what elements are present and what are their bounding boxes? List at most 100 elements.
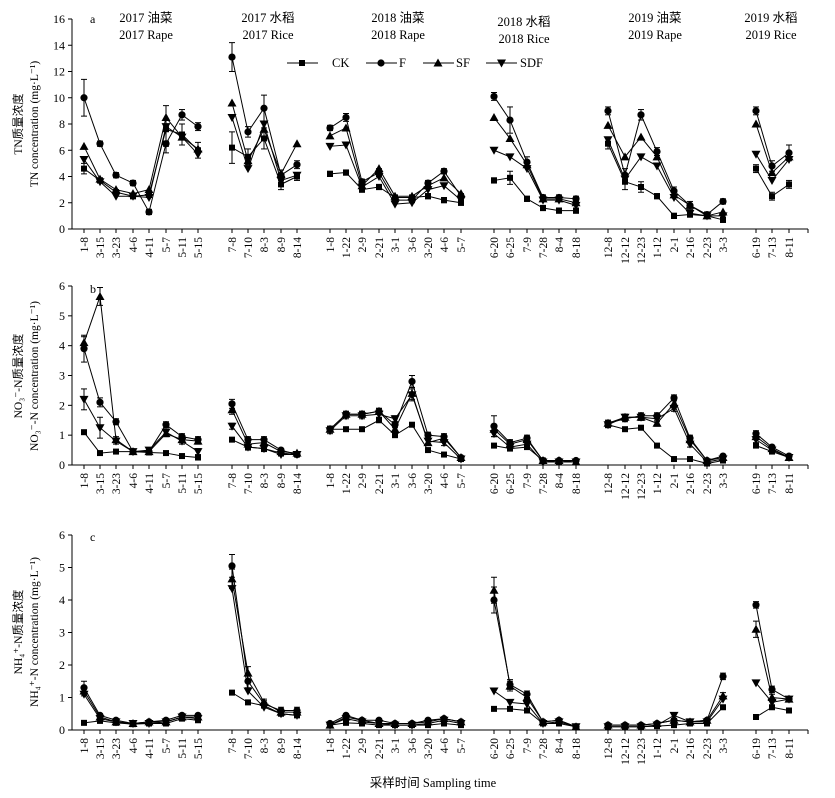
point-sdf [554, 458, 564, 467]
point-sdf [767, 446, 777, 455]
legend-label-sf: SF [456, 56, 470, 70]
point-ck [179, 453, 185, 460]
legend-marker-ck [299, 60, 305, 66]
y-tick-label: 0 [59, 723, 65, 737]
y-tick-label: 1 [59, 691, 65, 705]
panel-c-ammonium: 0 1 2 3 4 5 6 1-8 3-15 3-23 4-6 4-11 5-7 5-11 5-15 7-8 7… [59, 528, 809, 765]
point-sdf [652, 162, 662, 171]
point-f [719, 197, 727, 206]
point-ck [491, 705, 497, 712]
x-tick-label: 2-1 [669, 237, 681, 253]
point-sdf [374, 720, 384, 728]
x-tick-label: 4-6 [439, 473, 451, 489]
point-ck [441, 197, 447, 204]
point-f [293, 161, 301, 169]
point-sdf [357, 718, 367, 727]
x-tick-label: 7-28 [538, 473, 550, 494]
point-f [112, 171, 120, 179]
point-sdf [227, 585, 237, 594]
legend-marker-sf [433, 58, 443, 67]
point-sf [227, 574, 237, 583]
point-f [129, 179, 137, 187]
point-sf [439, 173, 449, 182]
point-sdf [603, 421, 613, 430]
series-line-sf [493, 117, 577, 204]
point-ck [343, 169, 349, 176]
point-sdf [636, 153, 646, 162]
season-header-1-line2: 2017 Rape [119, 28, 173, 42]
point-sdf [620, 413, 630, 422]
point-ck [507, 705, 513, 712]
point-ck [507, 174, 513, 181]
x-tick-label: 6-25 [505, 738, 517, 759]
series-f [80, 554, 793, 731]
point-ck [81, 429, 87, 436]
point-sdf [193, 150, 203, 159]
point-sdf [554, 196, 564, 205]
point-ck [524, 195, 530, 202]
legend-label-sdf: SDF [520, 56, 543, 70]
y-axis-titles: TN质量浓度 TN concentration (mg·L⁻¹) NO₃⁻-N质… [11, 61, 41, 707]
x-tick-label: 2-21 [374, 738, 386, 759]
point-sdf [407, 721, 417, 730]
point-ck [425, 193, 431, 200]
x-tick-label: 7-13 [767, 237, 779, 258]
point-sf [390, 191, 400, 200]
point-sdf [767, 698, 777, 707]
y-title-c-en: NH₄⁺-N concentration (mg·L⁻¹) [29, 557, 41, 707]
point-sdf [751, 150, 761, 159]
x-tick-label: 5-7 [456, 473, 468, 489]
point-sdf [161, 428, 171, 437]
point-sdf [144, 194, 154, 202]
point-sdf [243, 443, 253, 452]
x-tick-label: 3-3 [718, 738, 730, 754]
point-ck [343, 426, 349, 433]
x-tick-label: 5-7 [456, 738, 468, 754]
series-line-sdf [493, 149, 577, 206]
y-tick-label: 16 [53, 12, 65, 26]
point-ck [573, 207, 579, 214]
x-tick-label: 2-16 [685, 473, 697, 494]
x-tick-label: 8-11 [784, 473, 796, 494]
legend-label-ck: CK [332, 56, 349, 70]
series-ck [81, 105, 792, 223]
x-tick-label: 2-23 [702, 237, 714, 258]
point-sf [620, 152, 630, 161]
point-sdf [505, 443, 515, 452]
x-tick-label: 7-10 [243, 473, 255, 494]
point-sdf [784, 695, 794, 704]
x-tick-label: 8-18 [571, 237, 583, 258]
x-tick-label: 1-8 [79, 738, 91, 754]
point-f [490, 92, 498, 101]
series-line-f [329, 116, 462, 201]
point-ck [97, 450, 103, 457]
point-sdf [243, 165, 253, 174]
point-sdf [259, 445, 269, 454]
point-sf [341, 123, 351, 132]
point-ck [638, 184, 644, 190]
x-tick-label: 2-9 [357, 473, 369, 489]
x-tick-label: 3-6 [407, 473, 419, 489]
point-sdf [79, 690, 89, 699]
point-sdf [259, 703, 269, 712]
y-tick-label: 5 [59, 309, 65, 323]
point-sdf [325, 721, 335, 730]
legend-marker-f [377, 59, 385, 67]
point-sf [751, 624, 761, 633]
series-sf [79, 568, 794, 731]
point-ck [720, 704, 726, 711]
x-tick-label: 2-16 [685, 237, 697, 258]
x-tick-label: 8-9 [276, 738, 288, 754]
point-f [440, 167, 448, 175]
x-tick-label: 4-6 [128, 738, 140, 754]
x-tick-label: 3-20 [423, 738, 435, 759]
point-sdf [128, 192, 138, 201]
x-tick-label: 12-23 [636, 237, 648, 264]
point-ck [359, 426, 365, 433]
point-sdf [685, 440, 695, 449]
y-title-a-cn: TN质量浓度 [11, 93, 25, 155]
x-tick-label: 7-8 [227, 738, 239, 754]
point-sf [767, 168, 777, 177]
y-tick-label: 4 [59, 170, 65, 184]
